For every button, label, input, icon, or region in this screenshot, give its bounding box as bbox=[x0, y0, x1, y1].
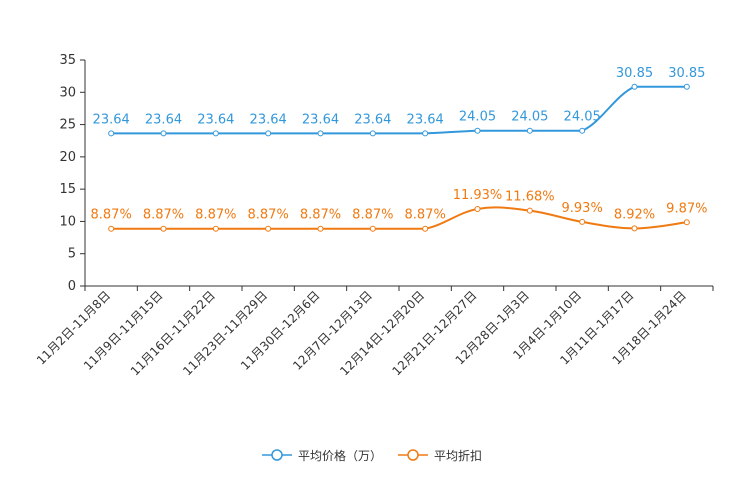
series-discount-data-label: 8.87% bbox=[405, 208, 446, 223]
series-price-data-label: 30.85 bbox=[616, 66, 653, 81]
series-price-point bbox=[422, 130, 429, 137]
series-discount-data-label: 9.93% bbox=[562, 201, 603, 216]
series-discount-data-label: 8.87% bbox=[195, 208, 236, 223]
series-discount-point bbox=[474, 205, 481, 212]
series-discount-data-label: 8.87% bbox=[300, 208, 341, 223]
legend-price-circle bbox=[271, 449, 283, 461]
legend-price-marker-icon bbox=[261, 449, 292, 461]
series-price-point bbox=[474, 127, 481, 134]
series-price-point bbox=[160, 130, 167, 137]
series-price-point bbox=[212, 130, 219, 137]
series-price-point bbox=[108, 130, 115, 137]
y-tick-label: 20 bbox=[59, 150, 76, 165]
series-discount-data-label: 8.92% bbox=[614, 207, 655, 222]
legend-item-price[interactable]: 平均价格（万） bbox=[261, 447, 382, 464]
series-discount-data-label: 8.87% bbox=[143, 208, 184, 223]
series-discount-point bbox=[631, 225, 638, 232]
legend-price-label: 平均价格（万） bbox=[297, 448, 382, 463]
series-discount-point bbox=[108, 225, 115, 232]
y-tick-label: 15 bbox=[59, 182, 76, 197]
series-price-data-label: 23.64 bbox=[250, 112, 287, 127]
series-discount-point bbox=[422, 225, 429, 232]
series-price-point bbox=[631, 83, 638, 90]
series-price-point bbox=[265, 130, 272, 137]
series-price-data-label: 23.64 bbox=[407, 112, 444, 127]
series-price-point bbox=[683, 83, 690, 90]
series-discount-point bbox=[526, 207, 533, 214]
series-price-data-label: 24.05 bbox=[511, 110, 548, 125]
y-tick-label: 30 bbox=[59, 85, 76, 100]
series-discount-point bbox=[160, 225, 167, 232]
series-discount-data-label: 8.87% bbox=[91, 208, 132, 223]
y-tick-label: 0 bbox=[68, 279, 76, 294]
series-discount-point bbox=[683, 219, 690, 226]
y-tick-label: 10 bbox=[59, 214, 76, 229]
series-price-data-label: 23.64 bbox=[145, 112, 182, 127]
series-discount-point bbox=[265, 225, 272, 232]
series-price-point bbox=[369, 130, 376, 137]
series-price-data-label: 30.85 bbox=[668, 66, 705, 81]
legend-discount-label: 平均折扣 bbox=[434, 448, 483, 463]
legend-discount-circle bbox=[407, 449, 419, 461]
series-discount-data-label: 8.87% bbox=[352, 208, 393, 223]
series-price-data-label: 23.64 bbox=[302, 112, 339, 127]
y-tick-label: 5 bbox=[68, 247, 76, 262]
series-price-point bbox=[526, 127, 533, 134]
legend-item-discount[interactable]: 平均折扣 bbox=[398, 447, 482, 464]
y-tick-label: 25 bbox=[59, 118, 76, 133]
series-discount-data-label: 11.68% bbox=[505, 190, 555, 205]
series-discount-point bbox=[369, 225, 376, 232]
series-discount-data-label: 8.87% bbox=[248, 208, 289, 223]
series-discount-data-label: 11.93% bbox=[453, 188, 503, 203]
series-price-data-label: 23.64 bbox=[197, 112, 234, 127]
legend: 平均价格（万） 平均折扣 bbox=[0, 444, 744, 466]
series-discount-point bbox=[317, 225, 324, 232]
series-discount-line bbox=[111, 206, 687, 230]
series-price-data-label: 23.64 bbox=[354, 112, 391, 127]
series-discount-data-label: 9.87% bbox=[666, 201, 707, 216]
series-price-data-label: 24.05 bbox=[459, 110, 496, 125]
series-price-data-label: 24.05 bbox=[564, 110, 601, 125]
series-price-data-label: 23.64 bbox=[93, 112, 130, 127]
series-price-point bbox=[317, 130, 324, 137]
series-price-point bbox=[579, 127, 586, 134]
series-discount-point bbox=[212, 225, 219, 232]
line-chart: 0510152025303511月2日-11月8日11月9日-11月15日11月… bbox=[34, 53, 714, 378]
legend-discount-marker-icon bbox=[398, 449, 428, 461]
series-discount-point bbox=[579, 218, 586, 225]
y-tick-label: 35 bbox=[59, 53, 76, 68]
series-price-line bbox=[111, 85, 687, 135]
